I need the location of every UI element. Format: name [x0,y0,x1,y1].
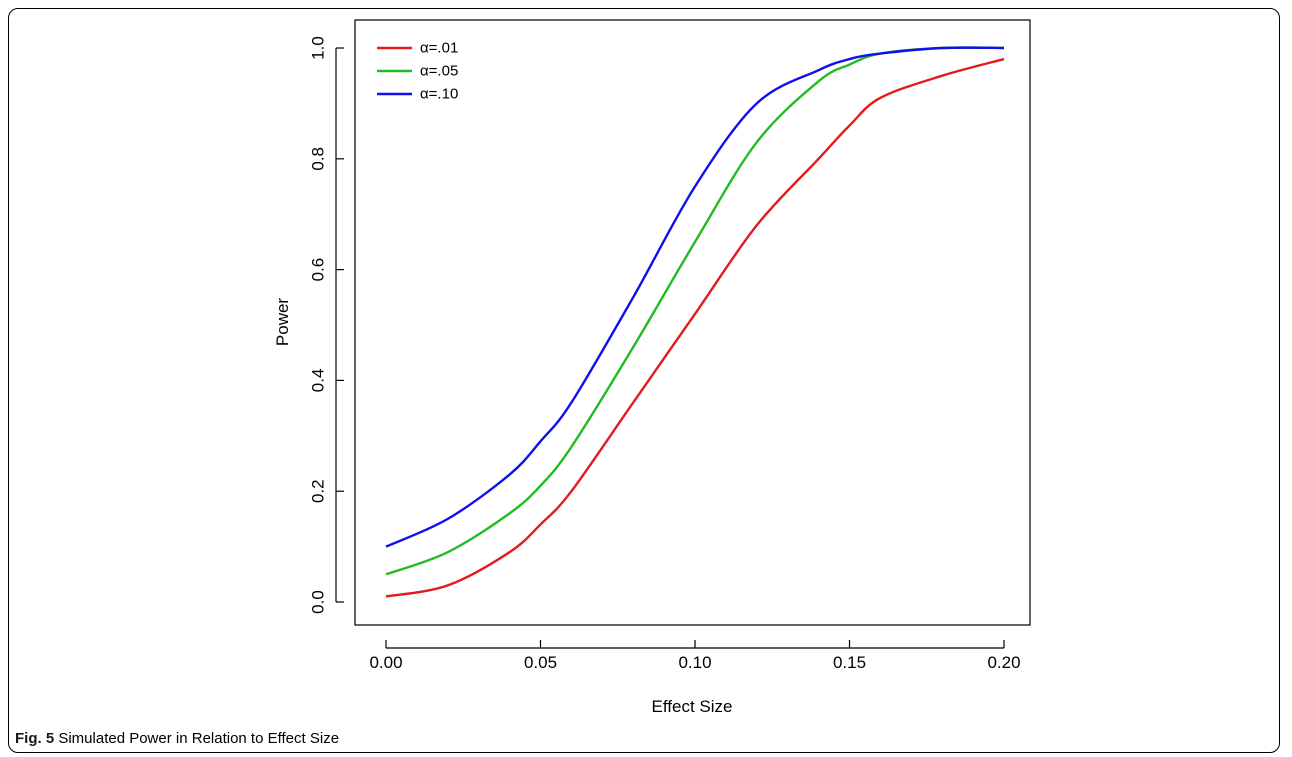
y-tick-label: 0.0 [309,590,328,614]
y-tick-label: 0.6 [309,258,328,282]
x-axis: 0.00 0.05 0.10 0.15 0.20 [369,640,1021,672]
y-tick-label: 0.2 [309,479,328,503]
y-tick-label: 0.4 [309,369,328,393]
series-line-2 [385,46,1005,576]
y-axis: 0.0 0.2 0.4 0.6 0.8 1.0 [309,36,344,614]
plot-area-border [354,19,1031,626]
x-tick-label: 0.20 [987,653,1020,672]
x-tick-label: 0.15 [833,653,866,672]
x-tick-label: 0.10 [678,653,711,672]
figure-frame [8,8,1280,753]
series-lines [385,46,1005,598]
x-tick-label: 0.00 [369,653,402,672]
y-tick-label: 0.8 [309,147,328,171]
y-tick-label: 1.0 [309,36,328,60]
legend: α=.01 α=.05 α=.10 [377,40,458,103]
x-tick-label: 0.05 [524,653,557,672]
series-line-3 [385,46,1005,548]
figure-number: Fig. 5 [15,730,55,747]
legend-label-3: α=.10 [420,86,458,103]
figure-caption: Fig. 5 Simulated Power in Relation to Ef… [15,730,339,747]
legend-label-1: α=.01 [420,40,458,57]
y-axis-title: Power [273,298,292,347]
figure-caption-text: Simulated Power in Relation to Effect Si… [54,730,340,747]
series-line-1 [385,57,1005,598]
x-axis-title: Effect Size [652,697,733,716]
legend-label-2: α=.05 [420,63,458,80]
